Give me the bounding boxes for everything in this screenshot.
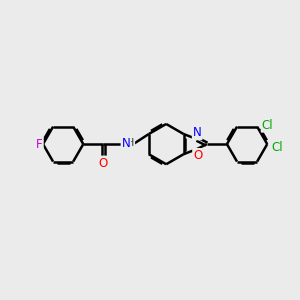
Text: O: O	[193, 149, 203, 162]
Text: H: H	[126, 138, 134, 148]
Text: O: O	[99, 157, 108, 169]
Text: N: N	[193, 126, 202, 139]
Text: Cl: Cl	[262, 119, 273, 132]
Text: N: N	[122, 137, 130, 150]
Text: F: F	[36, 138, 43, 151]
Text: Cl: Cl	[272, 141, 283, 154]
